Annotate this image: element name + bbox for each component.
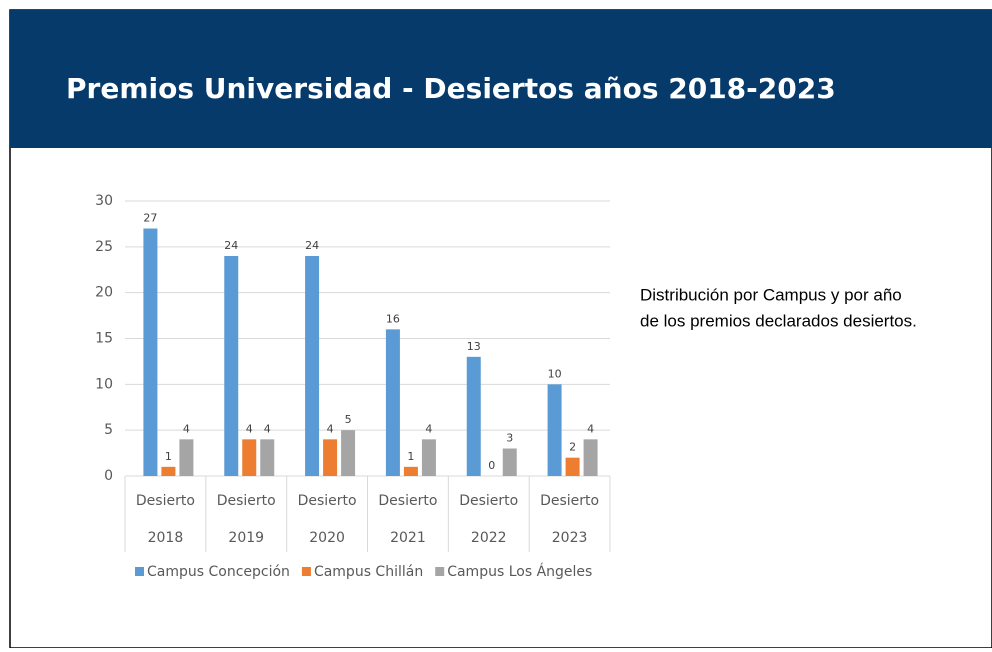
value-label: 24 [305, 239, 319, 252]
x-tick-label: Desierto [298, 493, 357, 509]
bar [403, 466, 418, 476]
y-tick-label: 0 [104, 468, 113, 484]
x-tick-label: Desierto [540, 493, 599, 509]
bar [305, 256, 320, 476]
value-label: 1 [165, 450, 172, 463]
legend-label: Campus Chillán [314, 564, 423, 580]
y-tick-label: 15 [95, 331, 113, 347]
bar [565, 457, 580, 476]
bar [260, 439, 275, 476]
y-tick-label: 20 [95, 285, 113, 301]
x-tick-label: Desierto [378, 493, 437, 509]
value-label: 4 [246, 422, 253, 435]
value-label: 2 [569, 441, 576, 454]
bar [583, 439, 598, 476]
bar [179, 439, 194, 476]
x-tick-label: 2023 [552, 530, 588, 546]
side-text: Distribución por Campus y por año [640, 285, 902, 304]
bar [143, 228, 158, 476]
bar [466, 356, 481, 476]
legend-label: Campus Concepción [147, 564, 290, 580]
value-label: 24 [224, 239, 238, 252]
x-tick-label: 2018 [148, 530, 184, 546]
y-tick-label: 10 [95, 376, 113, 392]
value-label: 5 [345, 413, 352, 426]
bar [242, 439, 257, 476]
legend-label: Campus Los Ángeles [447, 563, 592, 580]
y-tick-label: 25 [95, 239, 113, 255]
slide-title: Premios Universidad - Desiertos años 201… [66, 72, 836, 105]
bar [547, 384, 562, 476]
bar [385, 329, 400, 476]
x-tick-label: 2021 [390, 530, 426, 546]
bar [161, 466, 176, 476]
value-label: 4 [587, 422, 594, 435]
value-label: 3 [506, 432, 513, 445]
x-tick-label: 2020 [309, 530, 345, 546]
legend-swatch [135, 567, 144, 576]
value-label: 4 [264, 422, 271, 435]
bar [502, 448, 517, 476]
x-tick-label: Desierto [217, 493, 276, 509]
value-label: 13 [467, 340, 481, 353]
x-tick-label: 2022 [471, 530, 507, 546]
value-label: 16 [386, 312, 400, 325]
value-label: 1 [407, 450, 414, 463]
x-tick-label: Desierto [136, 493, 195, 509]
value-label: 10 [548, 367, 562, 380]
value-label: 27 [143, 212, 157, 225]
value-label: 0 [488, 459, 495, 472]
y-tick-label: 30 [95, 193, 113, 209]
x-tick-label: Desierto [459, 493, 518, 509]
side-text: de los premios declarados desiertos. [640, 311, 917, 330]
value-label: 4 [425, 422, 432, 435]
legend-swatch [301, 567, 311, 576]
x-tick-label: 2019 [228, 530, 264, 546]
bar [421, 439, 436, 476]
bar [224, 256, 239, 476]
header-band [10, 10, 992, 148]
value-label: 4 [183, 422, 190, 435]
y-tick-label: 5 [104, 422, 113, 438]
value-label: 4 [327, 422, 334, 435]
bar [323, 439, 338, 476]
legend-swatch [435, 567, 445, 576]
bar [341, 430, 356, 476]
